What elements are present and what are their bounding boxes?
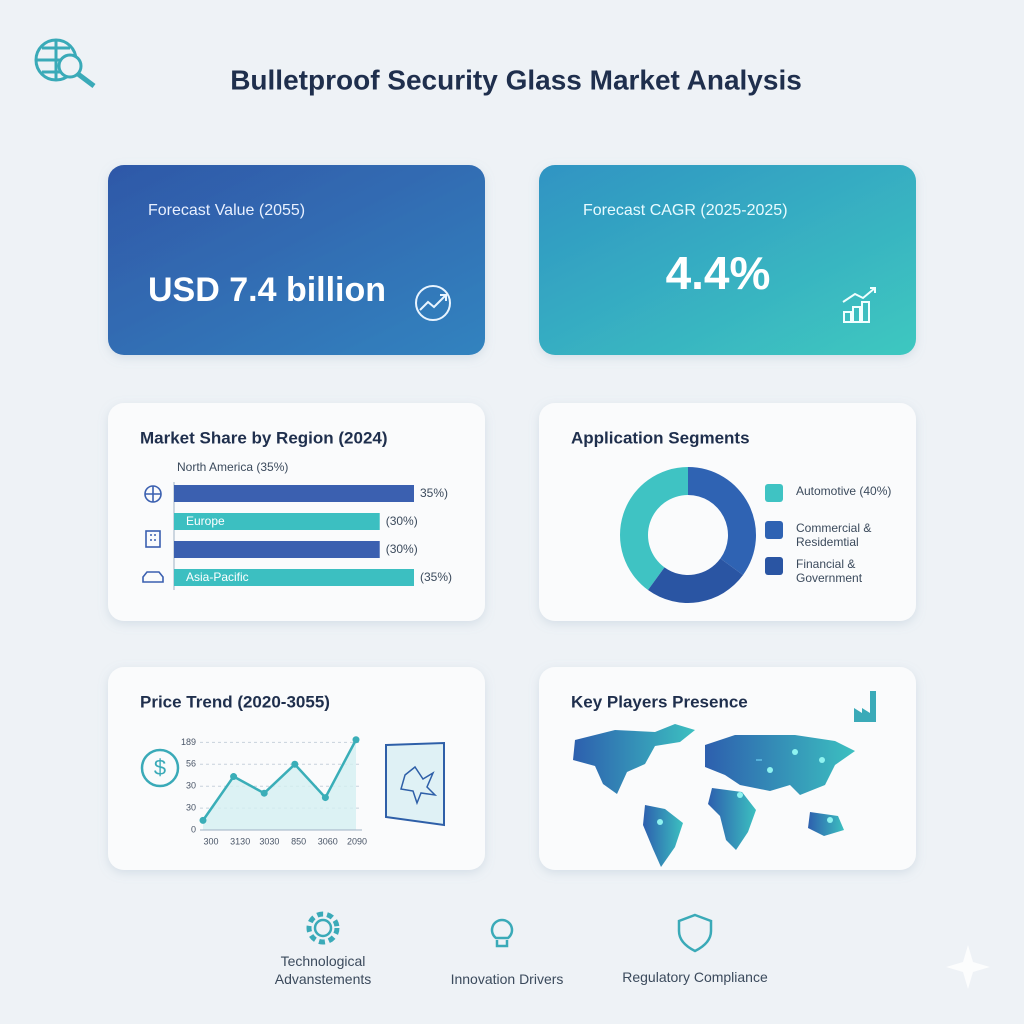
bar (174, 541, 380, 558)
y-tick-label: 56 (186, 759, 196, 769)
bar-label: Europe (186, 514, 225, 528)
svg-text:$: $ (154, 755, 166, 780)
legend-swatch (765, 521, 783, 539)
dollar-icon: $ (140, 748, 180, 788)
page-title: Bulletproof Security Glass Market Analys… (230, 64, 802, 95)
card-label: Forecast CAGR (2025-2025) (583, 202, 788, 219)
x-tick-label: 2090 (347, 836, 367, 846)
y-tick-label: 189 (181, 737, 196, 747)
value-label: (35%) (420, 570, 452, 584)
legend-label: Automotive (40%) (796, 484, 892, 498)
donut-segment (648, 558, 744, 604)
x-tick-label: 3030 (259, 836, 279, 846)
y-tick-label: 0 (191, 824, 196, 834)
x-tick-label: 3130 (230, 836, 250, 846)
point (291, 760, 299, 768)
card-value: USD 7.4 billion (148, 271, 386, 309)
card (108, 165, 485, 355)
chart-title: Price Trend (2020-3055) (140, 692, 330, 711)
region-icons (142, 485, 164, 583)
world-map (573, 724, 855, 867)
line (201, 739, 358, 822)
y-tick-label: 30 (186, 781, 196, 791)
card (539, 165, 916, 355)
x-tick-label: 300 (203, 836, 218, 846)
sparkle (946, 945, 990, 989)
footer-icons (306, 911, 713, 953)
bar (174, 485, 414, 502)
card (108, 403, 485, 621)
footer-label: Innovation Drivers (450, 971, 564, 987)
point (230, 773, 238, 781)
card-label: Forecast Value (2055) (148, 202, 305, 219)
trend-icon (415, 285, 451, 321)
legend-swatch (765, 484, 783, 502)
logo-icon (34, 38, 96, 88)
growth-icon (842, 287, 876, 323)
value-label: (30%) (386, 514, 418, 528)
bar-label: North America (35%) (177, 460, 288, 474)
chart-title: Market Share by Region (2024) (140, 428, 388, 447)
legend-swatch (765, 557, 783, 575)
map-title: Key Players Presence (571, 692, 748, 711)
x-tick-label: 3060 (318, 836, 338, 846)
bar (174, 513, 380, 530)
value-label: 35%) (420, 486, 448, 500)
footer-label: Regulatory Compliance (622, 969, 768, 985)
chart-title: Application Segments (571, 428, 750, 447)
bar (174, 569, 414, 586)
point (260, 789, 268, 797)
legend-label: Commercial & Residemtial (796, 521, 872, 549)
factory-icon (854, 691, 876, 722)
point (321, 794, 329, 802)
x-tick-label: 850 (291, 836, 306, 846)
donut-segment (688, 467, 757, 575)
value-label: (30%) (386, 542, 418, 556)
legend-label: Financial & Government (796, 557, 863, 585)
donut-segment (620, 467, 688, 591)
point (199, 816, 207, 824)
y-tick-label: 30 (186, 802, 196, 812)
card-value: 4.4% (666, 247, 771, 299)
glass-icon (385, 741, 445, 827)
bar-label: Asia-Pacific (186, 570, 249, 584)
map-dots (657, 749, 833, 825)
area (203, 739, 356, 830)
footer-label: Technological Advanstements (274, 953, 372, 987)
point (352, 736, 360, 744)
